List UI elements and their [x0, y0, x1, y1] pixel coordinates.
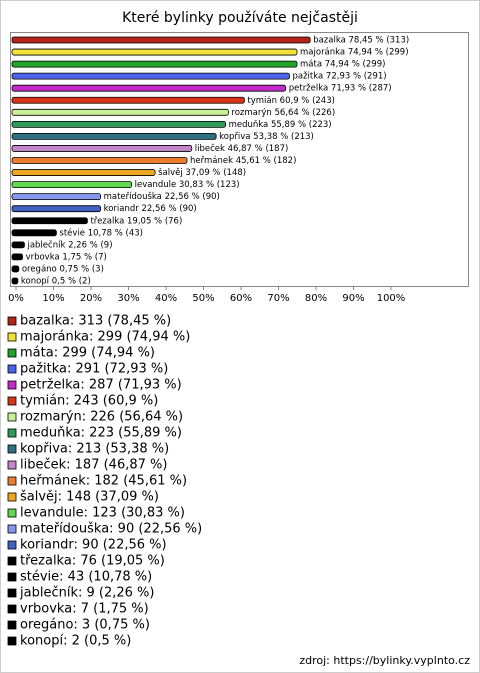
bar [11, 181, 133, 189]
value-label: třezalka 19,05 % (76) [90, 216, 182, 226]
legend-swatch [7, 508, 17, 518]
legend-label: rozmarýn: 226 (56,64 %) [20, 410, 183, 425]
bar [11, 60, 298, 68]
legend-label: šalvěj: 148 (37,09 %) [20, 490, 159, 505]
value-label: koriandr 22,56 % (90) [104, 204, 197, 214]
x-tick-label: 40% [155, 293, 177, 304]
value-label: stévie 10,78 % (43) [59, 227, 143, 238]
bar [11, 145, 193, 152]
legend-label: meduňka: 223 (55,89 %) [20, 426, 182, 441]
value-label: kopřiva 53,38 % (213) [219, 132, 314, 142]
legend-swatch [7, 412, 17, 422]
x-tick-label: 20% [80, 293, 102, 304]
legend-swatch [7, 364, 17, 374]
x-tick-label: 10% [42, 293, 64, 304]
value-label: pažitka 72,93 % (291) [292, 72, 386, 82]
value-label: tymián 60,9 % (243) [247, 96, 335, 106]
legend-label: levandule: 123 (30,83 %) [20, 506, 185, 521]
legend-label: jablečník: 9 (2,26 %) [19, 586, 154, 601]
source: zdroj: https://bylinky.vyplnto.cz [299, 654, 470, 667]
value-label: majoránka 74,94 % (299) [300, 48, 409, 58]
legend-swatch [7, 444, 17, 454]
bar [11, 277, 19, 285]
bar [11, 169, 156, 176]
x-tick-label: 60% [230, 293, 252, 304]
bar [11, 84, 287, 92]
x-tick-label: 50% [192, 293, 214, 304]
legend-label: libeček: 187 (46,87 %) [20, 458, 167, 473]
bar [11, 120, 226, 128]
legend-label: petrželka: 287 (71,93 %) [20, 378, 182, 393]
legend-swatch [7, 316, 17, 326]
bar [11, 241, 25, 249]
legend-label: kopřiva: 213 (53,38 %) [20, 442, 169, 457]
legend-label: máta: 299 (74,94 %) [20, 346, 155, 361]
legend-swatch [7, 492, 17, 502]
legend-swatch [7, 572, 17, 582]
legend-swatch [7, 460, 17, 470]
legend-swatch [7, 540, 17, 550]
value-label: mateřídouška 22,56 % (90) [104, 191, 220, 202]
legend-label: heřmánek: 182 (45,61 %) [20, 474, 187, 489]
legend-swatch [7, 588, 17, 598]
bar [11, 72, 290, 80]
legend-label: vrbovka: 7 (1,75 %) [20, 602, 149, 617]
value-label: heřmánek 45,61 % (182) [190, 156, 296, 166]
legend-swatch [7, 348, 17, 358]
value-label: petrželka 71,93 % (287) [289, 84, 392, 94]
bar [11, 36, 311, 44]
legend-label: třezalka: 76 (19,05 %) [20, 554, 165, 569]
legend-label: majoránka: 299 (74,94 %) [20, 330, 190, 345]
chart-title: Které bylinky používáte nejčastěji [122, 10, 358, 26]
value-label: levandule 30,83 % (123) [135, 180, 240, 190]
value-label: libeček 46,87 % (187) [195, 143, 289, 154]
legend-label: bazalka: 313 (78,45 %) [20, 314, 171, 329]
legend-swatch [7, 332, 17, 342]
legend-label: oregáno: 3 (0,75 %) [20, 618, 150, 633]
legend-label: pažitka: 291 (72,93 %) [20, 362, 168, 377]
value-label: jablečník 2,26 % (9) [26, 239, 112, 250]
value-label: konopí 0,5 % (2) [21, 277, 91, 287]
legend-label: konopí: 2 (0,5 %) [20, 634, 131, 649]
value-label: meduňka 55,89 % (223) [229, 119, 332, 130]
x-tick-label: 100% [377, 293, 406, 304]
bar [11, 217, 88, 225]
bar [11, 253, 23, 261]
value-label: šalvěj 37,09 % (148) [158, 167, 246, 178]
bar [11, 96, 245, 104]
bar [11, 157, 188, 164]
bar [11, 229, 57, 237]
x-tick-label: 0% [8, 293, 24, 304]
bar [11, 48, 298, 56]
legend-swatch [7, 636, 17, 646]
legend-swatch [7, 524, 17, 534]
value-label: rozmarýn 56,64 % (226) [231, 108, 335, 118]
legend-swatch [7, 476, 17, 486]
x-tick-label: 70% [267, 293, 289, 304]
legend-swatch [7, 604, 17, 614]
value-label: vrbovka 1,75 % (7) [26, 252, 107, 262]
legend-label: koriandr: 90 (22,56 %) [20, 538, 167, 553]
x-tick-label: 90% [342, 293, 364, 304]
legend-swatch [7, 556, 17, 566]
legend-swatch [7, 620, 17, 630]
bar [11, 108, 229, 116]
value-label: máta 74,94 % (299) [300, 60, 385, 70]
legend-swatch [7, 380, 17, 390]
legend-label: tymián: 243 (60,9 %) [20, 394, 158, 409]
bar [11, 132, 217, 140]
x-tick-label: 30% [117, 293, 139, 304]
legend-swatch [7, 396, 17, 406]
value-label: oregáno 0,75 % (3) [22, 264, 104, 274]
bar [11, 193, 101, 201]
x-tick-label: 80% [305, 293, 327, 304]
legend-swatch [7, 428, 17, 438]
value-label: bazalka 78,45 % (313) [313, 36, 409, 46]
bar [11, 265, 20, 273]
bar [11, 205, 101, 213]
legend-label: mateřídouška: 90 (22,56 %) [20, 522, 202, 537]
legend-label: stévie: 43 (10,78 %) [20, 570, 152, 585]
